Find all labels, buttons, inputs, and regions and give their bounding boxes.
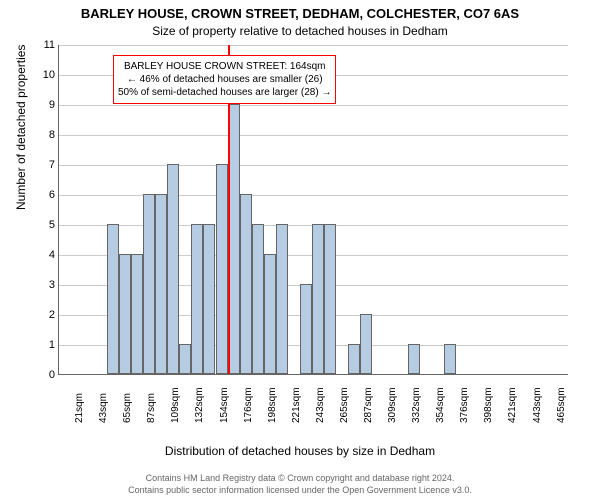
annotation-box: BARLEY HOUSE CROWN STREET: 164sqm ← 46% … xyxy=(113,55,336,104)
y-tick: 3 xyxy=(33,279,55,291)
gridline xyxy=(59,45,568,46)
x-tick: 109sqm xyxy=(170,387,181,423)
x-tick: 309sqm xyxy=(387,387,398,423)
histogram-bar xyxy=(203,224,215,374)
chart-container: BARLEY HOUSE, CROWN STREET, DEDHAM, COLC… xyxy=(0,0,600,500)
x-tick: 21sqm xyxy=(74,393,85,423)
histogram-bar xyxy=(264,254,276,374)
y-tick: 0 xyxy=(33,369,55,381)
histogram-bar xyxy=(179,344,191,374)
x-tick: 154sqm xyxy=(219,387,230,423)
x-tick: 465sqm xyxy=(556,387,567,423)
annotation-line: BARLEY HOUSE CROWN STREET: 164sqm xyxy=(118,60,331,73)
gridline xyxy=(59,195,568,196)
y-tick: 6 xyxy=(33,189,55,201)
x-tick: 332sqm xyxy=(411,387,422,423)
histogram-bar xyxy=(360,314,372,374)
gridline xyxy=(59,165,568,166)
chart-subtitle: Size of property relative to detached ho… xyxy=(0,24,600,38)
y-tick: 1 xyxy=(33,339,55,351)
x-tick: 243sqm xyxy=(315,387,326,423)
x-tick: 443sqm xyxy=(532,387,543,423)
x-tick: 354sqm xyxy=(435,387,446,423)
histogram-bar xyxy=(408,344,420,374)
histogram-bar xyxy=(348,344,360,374)
histogram-bar xyxy=(240,194,252,374)
histogram-bar xyxy=(252,224,264,374)
footer-line: Contains HM Land Registry data © Crown c… xyxy=(0,473,600,484)
x-tick: 221sqm xyxy=(291,387,302,423)
x-tick: 176sqm xyxy=(243,387,254,423)
y-tick: 2 xyxy=(33,309,55,321)
y-tick: 4 xyxy=(33,249,55,261)
x-tick: 198sqm xyxy=(267,387,278,423)
histogram-bar xyxy=(131,254,143,374)
y-tick: 11 xyxy=(33,39,55,51)
y-axis-label: Number of detached properties xyxy=(14,45,28,210)
x-tick: 65sqm xyxy=(122,393,133,423)
y-tick: 5 xyxy=(33,219,55,231)
x-tick: 87sqm xyxy=(146,393,157,423)
histogram-bar xyxy=(167,164,179,374)
histogram-bar xyxy=(107,224,119,374)
plot-area: BARLEY HOUSE CROWN STREET: 164sqm ← 46% … xyxy=(58,45,568,375)
histogram-bar xyxy=(444,344,456,374)
footer-line: Contains public sector information licen… xyxy=(0,485,600,496)
x-tick: 376sqm xyxy=(459,387,470,423)
x-tick: 398sqm xyxy=(483,387,494,423)
x-tick: 287sqm xyxy=(363,387,374,423)
x-axis-label: Distribution of detached houses by size … xyxy=(0,444,600,458)
gridline xyxy=(59,135,568,136)
histogram-bar xyxy=(300,284,312,374)
histogram-bar xyxy=(119,254,131,374)
histogram-bar xyxy=(155,194,167,374)
chart-title: BARLEY HOUSE, CROWN STREET, DEDHAM, COLC… xyxy=(0,6,600,21)
x-tick: 421sqm xyxy=(507,387,518,423)
gridline xyxy=(59,105,568,106)
y-tick: 8 xyxy=(33,129,55,141)
y-tick: 7 xyxy=(33,159,55,171)
annotation-line: 50% of semi-detached houses are larger (… xyxy=(118,86,331,99)
histogram-bar xyxy=(276,224,288,374)
histogram-bar xyxy=(216,164,228,374)
histogram-bar xyxy=(143,194,155,374)
histogram-bar xyxy=(191,224,203,374)
y-tick: 10 xyxy=(33,69,55,81)
y-tick: 9 xyxy=(33,99,55,111)
x-tick: 43sqm xyxy=(98,393,109,423)
annotation-line: ← 46% of detached houses are smaller (26… xyxy=(118,73,331,86)
x-tick: 132sqm xyxy=(194,387,205,423)
x-tick: 265sqm xyxy=(339,387,350,423)
histogram-bar xyxy=(324,224,336,374)
histogram-bar xyxy=(312,224,324,374)
